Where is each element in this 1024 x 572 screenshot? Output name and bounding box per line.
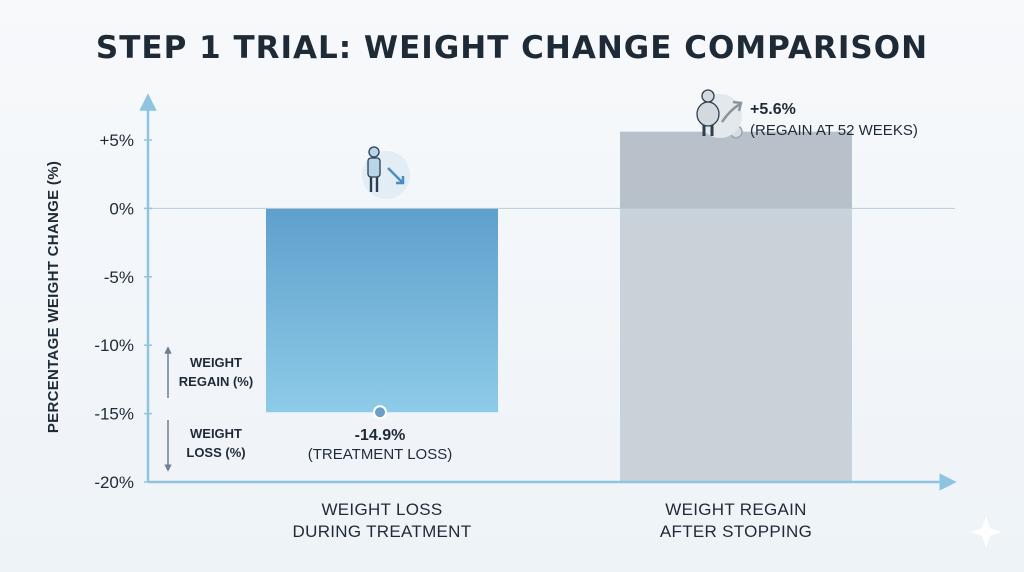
x-categories: WEIGHT LOSS DURING TREATMENT WEIGHT REGAIN… [293, 500, 812, 541]
category-label: WEIGHT REGAIN [665, 500, 807, 519]
person-losing-weight-icon [362, 146, 410, 199]
legend-loss-label: WEIGHT [190, 426, 242, 441]
icon-up-arrow-shaft [720, 102, 741, 123]
data-labels: -14.9% (TREATMENT LOSS) +5.6% (REGAIN AT 52… [308, 101, 918, 463]
data-label-weight-loss-note: (TREATMENT LOSS) [308, 446, 452, 463]
legend-regain-label: REGAIN (%) [179, 374, 253, 389]
icon-head [701, 89, 715, 103]
y-tick-label: -20% [94, 473, 134, 492]
legend-regain-label: WEIGHT [190, 355, 242, 370]
axes-layer [139, 93, 957, 491]
icon-head [368, 146, 380, 158]
icon-down-arrow-shaft [387, 167, 403, 183]
data-label-weight-regain-note: (REGAIN AT 52 WEEKS) [750, 122, 918, 139]
icon-body [367, 157, 381, 178]
direction-legend: WEIGHT REGAIN (%) WEIGHT LOSS (%) [164, 346, 253, 472]
bars-layer [266, 131, 852, 483]
legend-loss-label: LOSS (%) [186, 445, 245, 460]
chart-title: STEP 1 TRIAL: WEIGHT CHANGE COMPARISON [96, 30, 928, 66]
icon-up-arrow-head [732, 100, 743, 112]
y-tick-label: +5% [100, 131, 135, 150]
bar-weight-regain-upper [620, 131, 852, 209]
y-tick-label: -15% [94, 405, 134, 424]
icon-body [696, 101, 720, 127]
category-label: WEIGHT LOSS [321, 500, 442, 519]
y-axis-label: PERCENTAGE WEIGHT CHANGE (%) [45, 161, 62, 433]
category-label: AFTER STOPPING [660, 522, 812, 541]
bar-weight-loss [266, 208, 498, 413]
y-tick-label: -10% [94, 336, 134, 355]
data-point-weight-loss [373, 405, 387, 420]
data-label-weight-regain-value: +5.6% [750, 101, 796, 118]
icons-layer [362, 89, 1002, 548]
y-tick-label: -5% [104, 268, 134, 287]
icon-down-arrow-head [396, 176, 405, 185]
person-gaining-weight-icon [696, 89, 743, 138]
y-ticks: +5% 0% -5% -10% -15% -20% [94, 131, 152, 492]
data-label-weight-loss-value: -14.9% [355, 427, 406, 444]
y-tick-label: 0% [109, 199, 134, 218]
category-label: DURING TREATMENT [293, 522, 472, 541]
sparkle-icon [970, 516, 1002, 548]
